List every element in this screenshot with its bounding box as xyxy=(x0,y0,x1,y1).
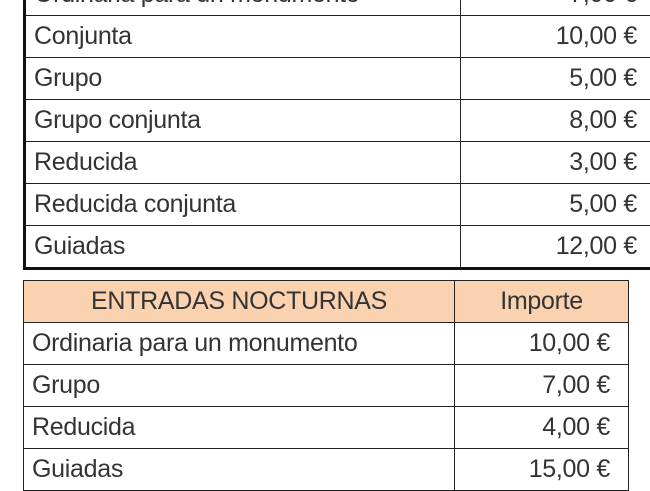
header-price: Importe xyxy=(455,281,629,323)
ticket-price: 7,00 € xyxy=(455,365,629,407)
ticket-price: 4,00 € xyxy=(455,407,629,449)
header-ticket-type: ENTRADAS NOCTURNAS xyxy=(24,281,455,323)
ticket-price: 8,00 € xyxy=(461,100,650,142)
ticket-type: Grupo xyxy=(24,365,455,407)
ticket-type: Grupo xyxy=(25,58,461,100)
ticket-type: Ordinaria para un monumento xyxy=(24,323,455,365)
ticket-price: 10,00 € xyxy=(461,16,650,58)
ticket-type: Guiadas xyxy=(24,449,455,491)
ticket-type: Reducida xyxy=(24,407,455,449)
night-prices-table: ENTRADAS NOCTURNAS Importe Ordinaria par… xyxy=(23,280,629,491)
ticket-type: Conjunta xyxy=(25,16,461,58)
ticket-type: Ordinaria para un monumento xyxy=(25,0,461,16)
table-header-row: ENTRADAS NOCTURNAS Importe xyxy=(24,281,629,323)
ticket-type: Reducida conjunta xyxy=(25,184,461,226)
day-prices-table: Ordinaria para un monumento7,00 €Conjunt… xyxy=(23,0,650,270)
ticket-price: 7,00 € xyxy=(461,0,650,16)
table-row: Ordinaria para un monumento7,00 € xyxy=(25,0,650,16)
ticket-price: 5,00 € xyxy=(461,58,650,100)
ticket-price: 12,00 € xyxy=(461,226,650,269)
ticket-type: Grupo conjunta xyxy=(25,100,461,142)
ticket-price: 10,00 € xyxy=(455,323,629,365)
ticket-type: Guiadas xyxy=(25,226,461,269)
ticket-type: Reducida xyxy=(25,142,461,184)
ticket-price: 15,00 € xyxy=(455,449,629,491)
ticket-price: 5,00 € xyxy=(461,184,650,226)
ticket-price: 3,00 € xyxy=(461,142,650,184)
